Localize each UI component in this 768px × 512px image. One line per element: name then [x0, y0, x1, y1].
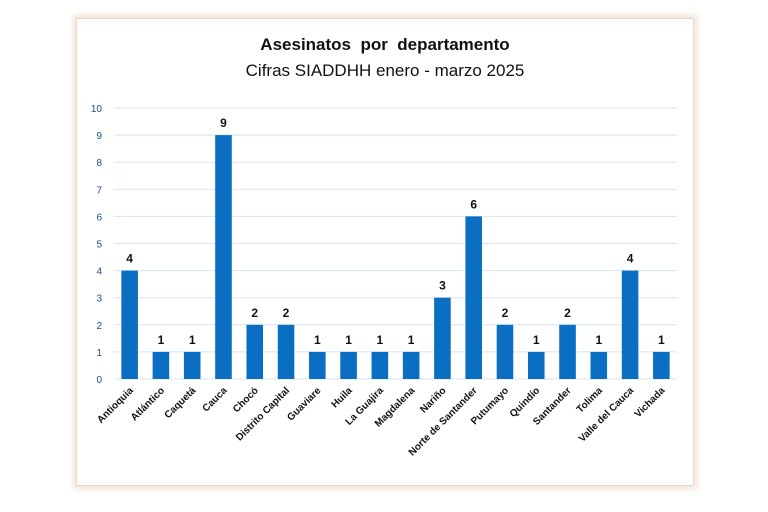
- data-label: 6: [470, 197, 477, 211]
- bar: [152, 351, 170, 379]
- data-label: 1: [408, 333, 415, 347]
- data-label: 9: [220, 116, 227, 130]
- y-tick-label: 5: [96, 240, 102, 251]
- data-label: 2: [564, 306, 571, 320]
- bar: [465, 216, 482, 379]
- bar: [121, 270, 138, 379]
- x-tick-label: Vichada: [633, 385, 668, 420]
- data-label: 1: [314, 333, 321, 347]
- x-tick-label: Huila: [330, 385, 355, 410]
- bar: [559, 324, 576, 379]
- data-label: 1: [345, 333, 352, 347]
- bar-chart-plot: 0 1 2 3 4 5 6 7 8 9 10 4 Antioquia 1 Atlántico 1 Caquetá…: [91, 104, 677, 458]
- bar: [340, 351, 357, 379]
- data-label: 4: [627, 252, 634, 266]
- x-tick-label: Antioquia: [95, 385, 136, 426]
- x-tick-label: Tolima: [575, 385, 605, 415]
- bar: [277, 324, 295, 379]
- y-tick-label: 2: [96, 321, 102, 332]
- y-tick-label: 3: [96, 294, 102, 305]
- bar: [309, 351, 326, 379]
- y-tick-label: 9: [96, 131, 102, 142]
- x-tick-label: Guaviare: [285, 385, 323, 423]
- data-label: 3: [439, 279, 446, 293]
- data-label: 2: [502, 306, 509, 320]
- x-tick-label: Chocó: [231, 385, 261, 415]
- bar: [246, 324, 264, 379]
- bar: [653, 351, 670, 379]
- bar: [590, 351, 608, 379]
- bar: [402, 351, 420, 379]
- x-tick-label: Cauca: [201, 385, 230, 414]
- chart-subtitle: Cifras SIADDHH enero - marzo 2025: [245, 61, 525, 80]
- data-label: 2: [251, 306, 258, 320]
- y-tick-label: 10: [91, 104, 103, 115]
- bar: [371, 351, 389, 379]
- y-tick-label: 0: [96, 375, 102, 386]
- x-tick-label: Atlántico: [129, 385, 167, 423]
- x-tick-label: Valle del Cauca: [577, 385, 637, 445]
- data-label: 1: [533, 333, 540, 347]
- y-tick-label: 7: [96, 185, 102, 196]
- data-label: 1: [595, 333, 602, 347]
- x-tick-label: Nariño: [418, 385, 448, 415]
- y-tick-label: 8: [96, 158, 102, 169]
- x-tick-label: Distrito Capital: [234, 385, 292, 443]
- data-label: 4: [126, 252, 133, 266]
- y-tick-label: 1: [96, 348, 102, 359]
- bar: [496, 324, 514, 379]
- bar: [621, 270, 639, 379]
- y-tick-label: 4: [96, 267, 102, 278]
- data-label: 1: [158, 333, 165, 347]
- chart-frame: Asesinatos por departamento Cifras SIADD…: [76, 18, 694, 486]
- bar: [434, 297, 451, 379]
- chart-title: Asesinatos por departamento: [260, 35, 510, 54]
- data-label: 1: [377, 333, 384, 347]
- data-label: 1: [189, 333, 196, 347]
- bar: [215, 135, 232, 379]
- bar: [527, 351, 545, 379]
- data-label: 2: [283, 306, 290, 320]
- x-tick-label: Caquetá: [163, 385, 199, 421]
- bar: [183, 351, 201, 379]
- data-label: 1: [658, 333, 665, 347]
- y-tick-label: 6: [96, 212, 102, 223]
